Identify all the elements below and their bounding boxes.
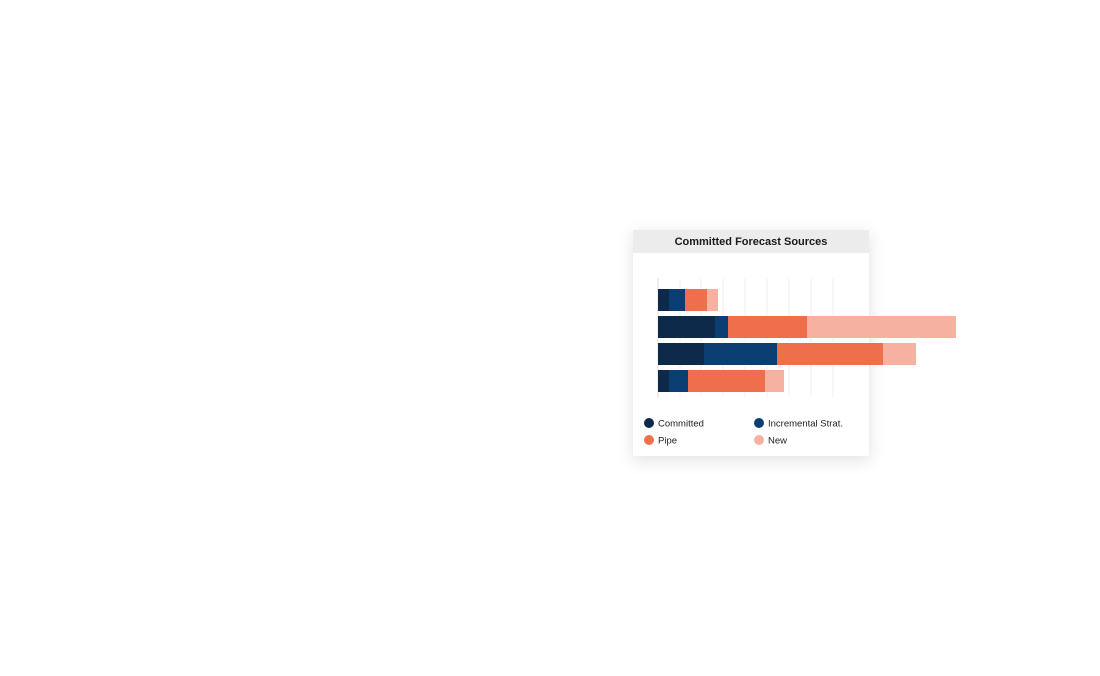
bar-segment	[658, 343, 704, 365]
bar-segment	[777, 343, 883, 365]
bar-segment	[704, 343, 777, 365]
legend-swatch	[754, 418, 764, 428]
bar-segment	[765, 370, 784, 392]
bar-segment	[685, 289, 707, 311]
legend-label: Pipe	[658, 436, 677, 447]
bar-segment	[728, 316, 807, 338]
bar-segment	[807, 316, 956, 338]
bar-segment	[883, 343, 916, 365]
bar-segment	[688, 370, 765, 392]
bar-segment	[715, 316, 728, 338]
bars	[658, 289, 956, 392]
legend-label: Committed	[658, 419, 704, 430]
bar-segment	[658, 289, 669, 311]
bar-segment	[658, 370, 669, 392]
bar-segment	[669, 289, 685, 311]
card-header	[633, 230, 869, 253]
legend: Committed Incremental Strat. Pipe New	[644, 418, 843, 447]
bar-segment	[658, 316, 715, 338]
bar-segment	[669, 370, 688, 392]
legend-swatch	[644, 435, 654, 445]
legend-swatch	[754, 435, 764, 445]
bar-segment	[707, 289, 718, 311]
legend-label: New	[768, 436, 787, 447]
legend-label: Incremental Strat.	[768, 419, 843, 430]
legend-swatch	[644, 418, 654, 428]
chart-title: Committed Forecast Sources	[675, 236, 828, 248]
